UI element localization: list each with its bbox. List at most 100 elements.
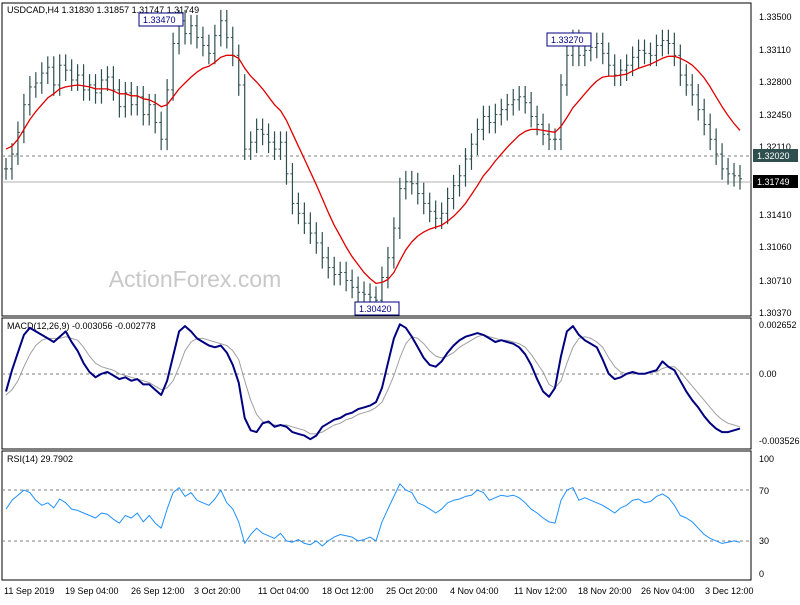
ohlc-bar bbox=[511, 88, 516, 116]
ohlc-bar bbox=[606, 42, 611, 77]
ohlc-bar bbox=[39, 62, 44, 94]
ohlc-bar bbox=[254, 118, 259, 154]
ohlc-bar bbox=[403, 170, 408, 200]
price-marker-label: 1.31749 bbox=[757, 177, 790, 187]
macd-panel-frame bbox=[1, 317, 752, 450]
price-y-tick: 1.32450 bbox=[759, 110, 792, 120]
rsi-line-layer bbox=[5, 483, 741, 547]
ohlc-bar bbox=[427, 192, 432, 223]
ohlc-bar bbox=[594, 32, 599, 59]
moving-average-layer bbox=[5, 54, 741, 285]
ohlc-bar bbox=[314, 222, 319, 254]
price-bars bbox=[4, 9, 742, 312]
ohlc-bar bbox=[469, 133, 474, 170]
price-marker-label: 1.32020 bbox=[757, 151, 790, 161]
ohlc-bar bbox=[702, 98, 707, 136]
ohlc-bar bbox=[642, 39, 647, 65]
price-y-tick: 1.30710 bbox=[759, 276, 792, 286]
macd-y-tick: 0.00 bbox=[759, 369, 777, 379]
ohlc-bar bbox=[463, 148, 468, 187]
annotation-box bbox=[138, 12, 184, 27]
ohlc-bar bbox=[547, 123, 552, 151]
ohlc-bar bbox=[356, 276, 361, 304]
ohlc-bar bbox=[451, 174, 456, 210]
ohlc-bar bbox=[738, 164, 742, 190]
ohlc-bar bbox=[320, 232, 325, 269]
ohlc-bar bbox=[9, 143, 14, 180]
price-y-tick: 1.30370 bbox=[759, 308, 792, 318]
price-marker-box bbox=[753, 149, 798, 162]
ohlc-bar bbox=[690, 74, 695, 106]
ohlc-bar bbox=[117, 79, 122, 118]
ohlc-bar bbox=[481, 105, 486, 141]
ohlc-bar bbox=[421, 182, 426, 215]
macd-y-tick: -0.003526 bbox=[759, 436, 800, 446]
ohlc-bar bbox=[123, 81, 128, 118]
ohlc-bar bbox=[564, 44, 569, 96]
ohlc-bar bbox=[141, 85, 146, 126]
ohlc-bar bbox=[612, 54, 617, 86]
price-y-tick: 1.32800 bbox=[759, 77, 792, 87]
annotation-high2-label: 1.33270 bbox=[551, 35, 584, 45]
rsi-panel-frame bbox=[1, 450, 752, 581]
ohlc-bar bbox=[272, 131, 277, 160]
x-tick-label: 4 Nov 04:00 bbox=[450, 586, 499, 596]
x-tick-label: 18 Oct 12:00 bbox=[322, 586, 374, 596]
x-tick-label: 18 Nov 20:00 bbox=[578, 586, 632, 596]
price-y-tick: 1.33500 bbox=[759, 12, 792, 22]
ohlc-bar bbox=[284, 131, 289, 185]
ohlc-bar bbox=[714, 128, 719, 165]
price-y-tick: 1.31410 bbox=[759, 210, 792, 220]
price-panel-frame bbox=[1, 2, 752, 317]
ohlc-bar bbox=[517, 85, 522, 111]
ohlc-bar bbox=[672, 32, 677, 67]
ohlc-bar bbox=[487, 105, 492, 134]
annotation-high-label: 1.33470 bbox=[143, 15, 176, 25]
x-tick-label: 11 Sep 2019 bbox=[4, 586, 54, 596]
ohlc-bar bbox=[433, 200, 438, 230]
ohlc-bar bbox=[457, 164, 462, 197]
ohlc-bar bbox=[708, 113, 713, 151]
ohlc-bar bbox=[660, 29, 665, 57]
ohlc-bar bbox=[409, 170, 414, 195]
ohlc-bar bbox=[248, 131, 253, 160]
price-marker-box bbox=[753, 175, 798, 188]
price-y-axis: 1.33500 1.33110 1.32800 1.32450 1.32110 … bbox=[759, 12, 792, 318]
ohlc-bar bbox=[260, 118, 265, 146]
x-tick-label: 11 Oct 04:00 bbox=[258, 586, 309, 596]
price-y-tick: 1.33110 bbox=[759, 45, 791, 55]
ohlc-bar bbox=[415, 172, 420, 205]
ohlc-bar bbox=[194, 14, 199, 49]
ohlc-bar bbox=[523, 85, 528, 114]
ohlc-bar bbox=[648, 42, 653, 67]
rsi-y-tick: 100 bbox=[759, 454, 774, 464]
ohlc-bar bbox=[242, 74, 247, 160]
ohlc-bar bbox=[4, 158, 8, 180]
ohlc-bar bbox=[159, 111, 164, 151]
ohlc-bar bbox=[684, 64, 689, 96]
rsi-line bbox=[5, 483, 741, 547]
ohlc-bar bbox=[212, 24, 217, 65]
macd-main-line bbox=[5, 323, 741, 441]
x-tick-label: 19 Sep 04:00 bbox=[65, 586, 119, 596]
ohlc-bar bbox=[308, 212, 313, 244]
x-tick-label: 26 Nov 04:00 bbox=[641, 586, 695, 596]
ohlc-bar bbox=[535, 105, 540, 136]
ohlc-bar bbox=[75, 64, 80, 91]
ohlc-bar bbox=[541, 113, 546, 146]
ohlc-bar bbox=[63, 54, 68, 82]
annotation-box bbox=[546, 32, 592, 47]
ohlc-bar bbox=[171, 32, 176, 101]
ohlc-bar bbox=[445, 187, 450, 225]
ohlc-bar bbox=[188, 14, 193, 45]
watermark-text: ActionForex.com bbox=[109, 266, 282, 292]
ohlc-bar bbox=[385, 246, 390, 289]
ohlc-bar bbox=[81, 64, 86, 101]
ohlc-bar bbox=[27, 76, 32, 116]
x-tick-label: 11 Nov 12:00 bbox=[514, 586, 567, 596]
ohlc-bar bbox=[278, 131, 283, 160]
ohlc-bar bbox=[332, 256, 337, 286]
rsi-y-tick: 0 bbox=[759, 569, 764, 579]
